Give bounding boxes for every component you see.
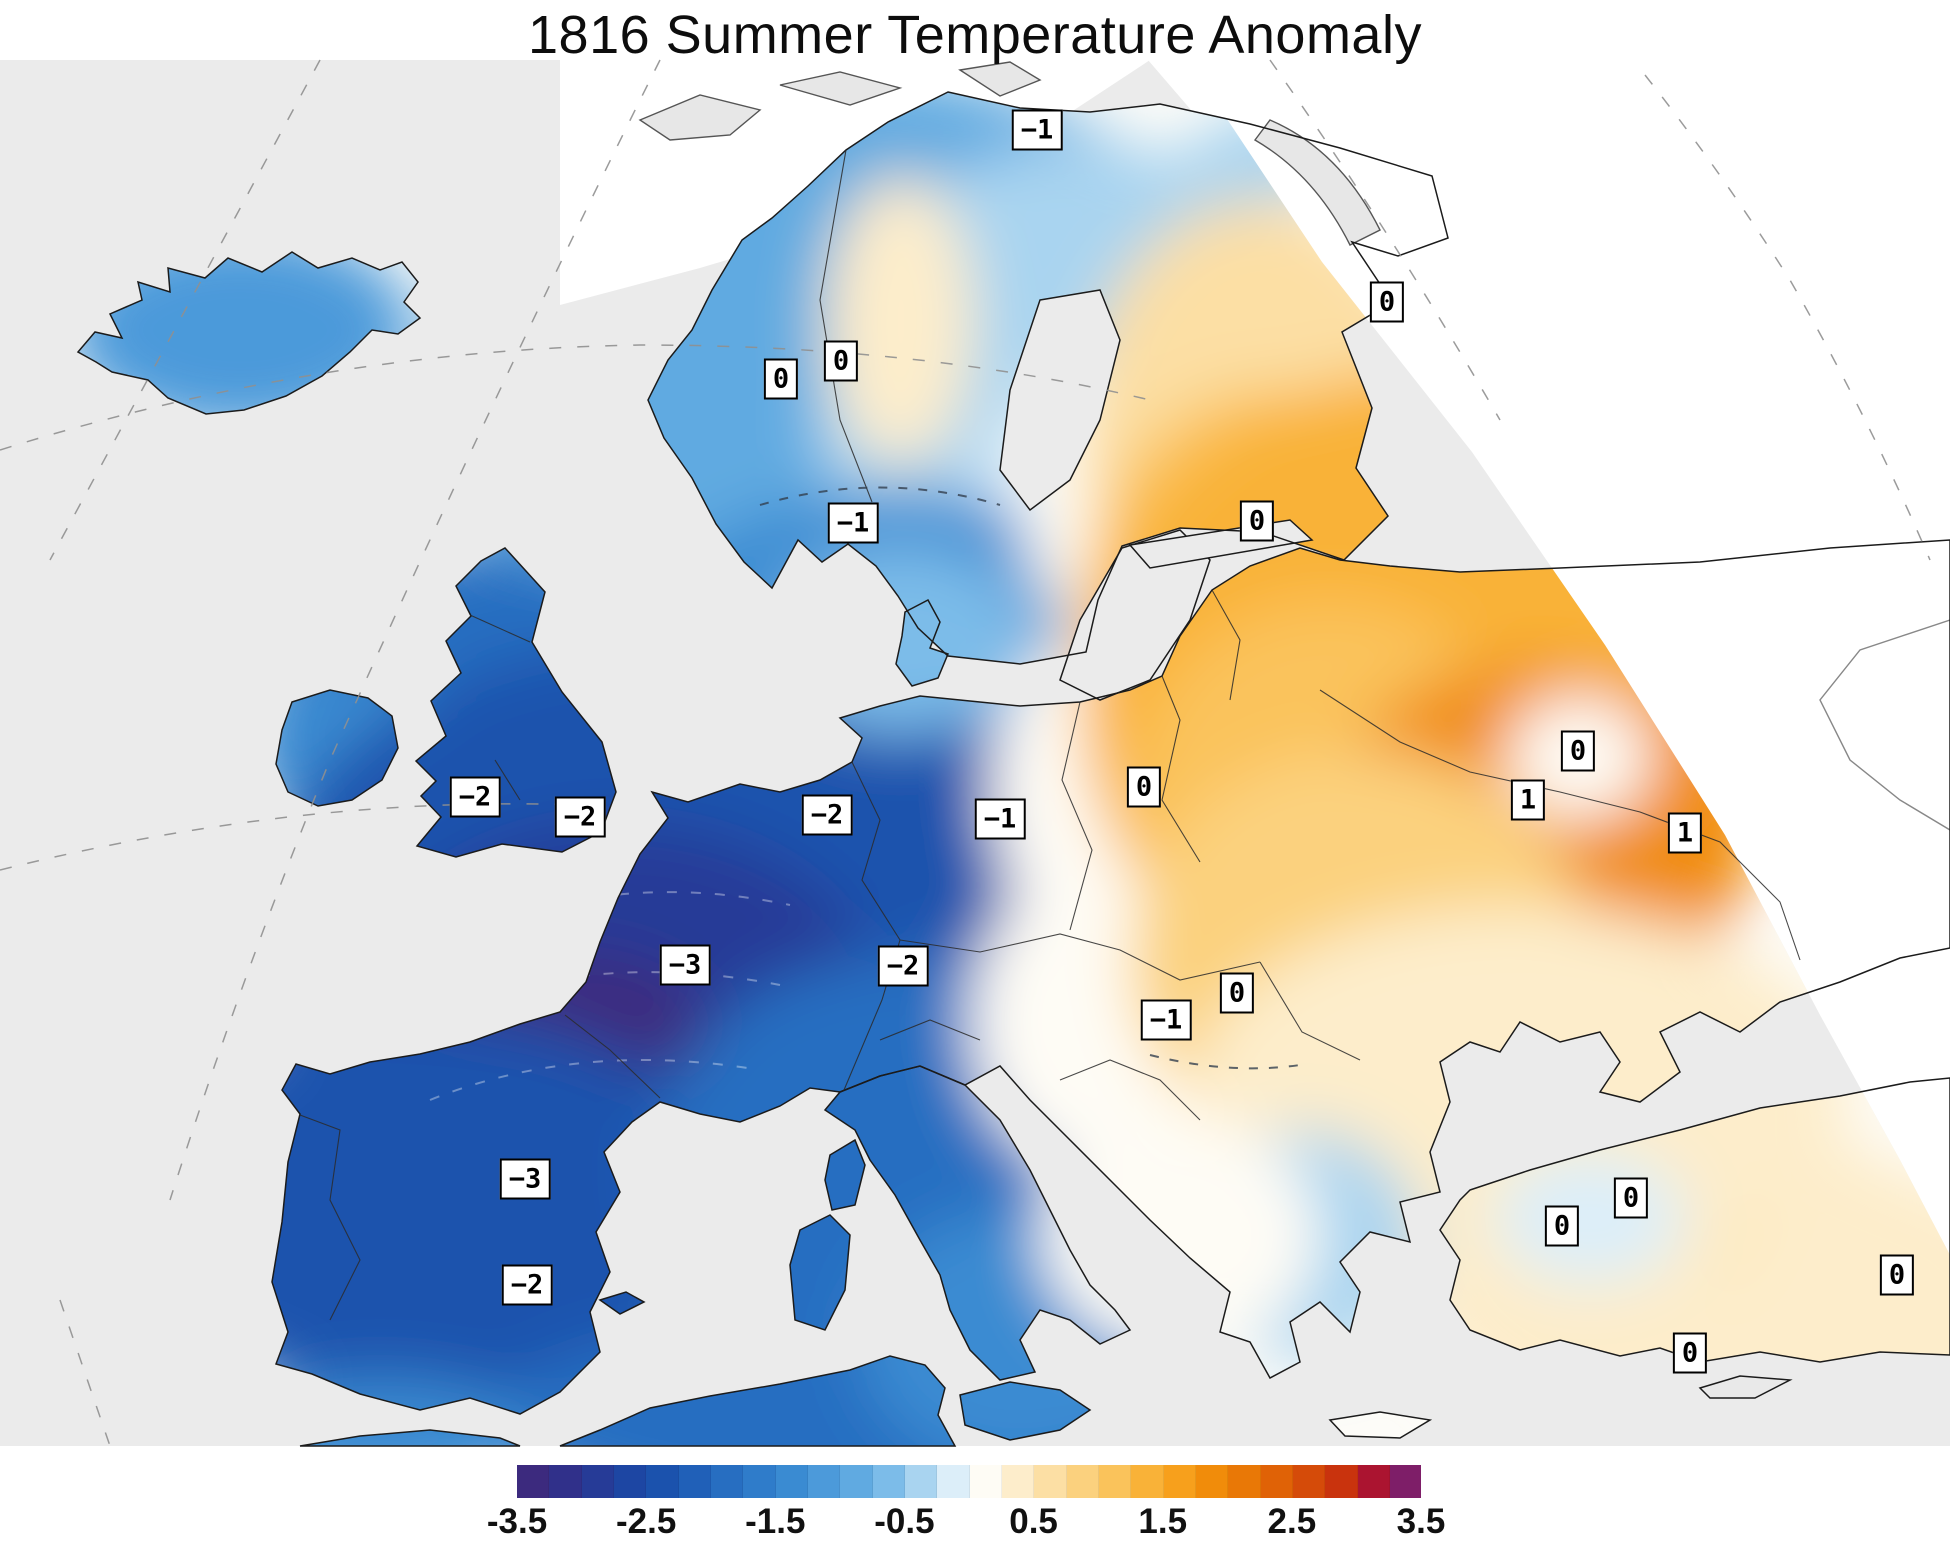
contour-label: −2	[801, 794, 853, 836]
coastlines	[76, 91, 1950, 1447]
colorbar-segment	[1163, 1465, 1196, 1498]
colorbar-segment	[581, 1465, 614, 1498]
colorbar-tick: -2.5	[615, 1502, 677, 1541]
contour-label: −2	[449, 776, 501, 818]
colorbar-segment	[1325, 1465, 1358, 1498]
caspian-coastline	[1819, 619, 1950, 831]
contour-label: 0	[1239, 500, 1275, 542]
colorbar-segment	[710, 1465, 744, 1498]
contour-label: −2	[501, 1264, 553, 1306]
colorbar-segment	[775, 1465, 808, 1498]
colorbar-segment	[872, 1465, 905, 1498]
contour-label: −2	[877, 945, 929, 987]
gulf-of-bothnia	[999, 289, 1121, 512]
coastline-sardinia	[789, 1214, 851, 1331]
page-title: 1816 Summer Temperature Anomaly	[528, 5, 1422, 65]
colorbar-segment	[743, 1465, 776, 1498]
colorbar-tick: 0.5	[1009, 1502, 1058, 1541]
colorbar-tick: -3.5	[486, 1502, 548, 1541]
contour-label: 0	[1369, 281, 1405, 323]
colorbar-segment	[517, 1465, 550, 1498]
anomaly-blob	[825, 175, 975, 465]
colorbar-segment	[1034, 1465, 1067, 1498]
contour-label: 0	[1879, 1254, 1915, 1296]
colorbar-segment	[807, 1465, 841, 1498]
country-borders	[299, 149, 1801, 1321]
colorbar-segment	[1260, 1465, 1293, 1498]
colorbar-tick: 3.5	[1396, 1502, 1446, 1541]
colorbar-segment	[1066, 1465, 1099, 1498]
contour-label: 0	[823, 340, 859, 382]
coastline-corsica	[824, 1138, 866, 1211]
arctic-islands	[638, 61, 1381, 246]
contour-dashes	[759, 486, 1301, 1070]
coastline-cyprus	[1698, 1375, 1793, 1399]
coastline-morocco	[299, 1429, 521, 1447]
colorbar	[517, 1465, 1422, 1498]
colorbar-segment	[1389, 1465, 1422, 1498]
contour-label: 1	[1667, 812, 1703, 854]
colorbar-segment	[904, 1465, 938, 1498]
contour-label: 0	[1544, 1205, 1580, 1247]
colorbar-tick: 1.5	[1138, 1502, 1188, 1541]
contour-streaks	[429, 891, 791, 1101]
colorbar-segment	[1098, 1465, 1132, 1498]
contour-label: 0	[1126, 766, 1162, 808]
colorbar-segment	[1195, 1465, 1229, 1498]
colorbar-segment	[1228, 1465, 1261, 1498]
contour-label: 0	[763, 358, 799, 400]
contour-label: 0	[1672, 1332, 1708, 1374]
colorbar-tick: -1.5	[745, 1502, 806, 1541]
contour-label: 0	[1560, 730, 1596, 772]
colorbar-segment	[1292, 1465, 1326, 1498]
colorbar-segment	[678, 1465, 711, 1498]
coastline-iceland	[76, 251, 422, 415]
coastline-sicily	[959, 1381, 1092, 1441]
contour-label: −1	[1011, 109, 1063, 151]
colorbar-tick: 2.5	[1267, 1502, 1317, 1541]
colorbar-segment	[613, 1465, 647, 1498]
colorbar-segment	[549, 1465, 582, 1498]
colorbar-segment	[840, 1465, 873, 1498]
contour-label: −1	[974, 798, 1026, 840]
colorbar-tick: -0.5	[874, 1502, 935, 1541]
colorbar-segment	[1001, 1465, 1035, 1498]
colorbar-segment	[937, 1465, 970, 1498]
contour-label: 0	[1219, 972, 1255, 1014]
contour-label: −2	[554, 796, 606, 838]
coastline-turkey	[1439, 1077, 1950, 1363]
coastline-mainland	[271, 539, 1950, 1415]
colorbar-segment	[646, 1465, 679, 1498]
colorbar-segment	[1357, 1465, 1390, 1498]
contour-label: 0	[1613, 1177, 1649, 1219]
coastline-greatbritain	[414, 547, 617, 858]
coastline-crete	[1328, 1411, 1433, 1439]
contour-label: 1	[1510, 779, 1546, 821]
no-data-region-east	[1148, 60, 1950, 1255]
coastline-denmark	[895, 598, 950, 687]
coastline-italy	[823, 1065, 1132, 1381]
coastline-scandinavia	[647, 91, 1449, 665]
coastline-ireland	[275, 689, 399, 807]
coastline-balearics	[598, 1291, 646, 1315]
contour-label: −3	[659, 944, 711, 986]
contour-label: −3	[499, 1158, 551, 1200]
colorbar-segment	[1131, 1465, 1164, 1498]
colorbar-segment	[969, 1465, 1002, 1498]
contour-label: −1	[827, 502, 879, 544]
coastline-northafrica	[559, 1355, 957, 1447]
graticules	[0, 59, 1931, 1447]
inner-seas	[999, 289, 1314, 701]
contour-label: −1	[1140, 999, 1192, 1041]
